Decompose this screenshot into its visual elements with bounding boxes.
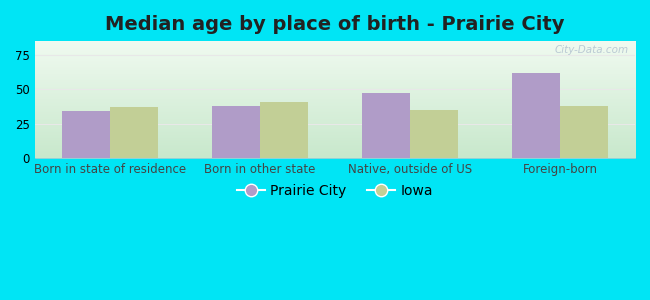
Bar [362,93,410,158]
Text: City-Data.com: City-Data.com [555,45,629,55]
Bar [62,111,110,158]
Bar [560,106,608,158]
Bar [212,106,260,158]
Bar [110,107,158,158]
Title: Median age by place of birth - Prairie City: Median age by place of birth - Prairie C… [105,15,565,34]
Bar [512,73,560,158]
Bar [410,110,458,158]
Legend: Prairie City, Iowa: Prairie City, Iowa [231,178,439,204]
Bar [260,102,308,158]
